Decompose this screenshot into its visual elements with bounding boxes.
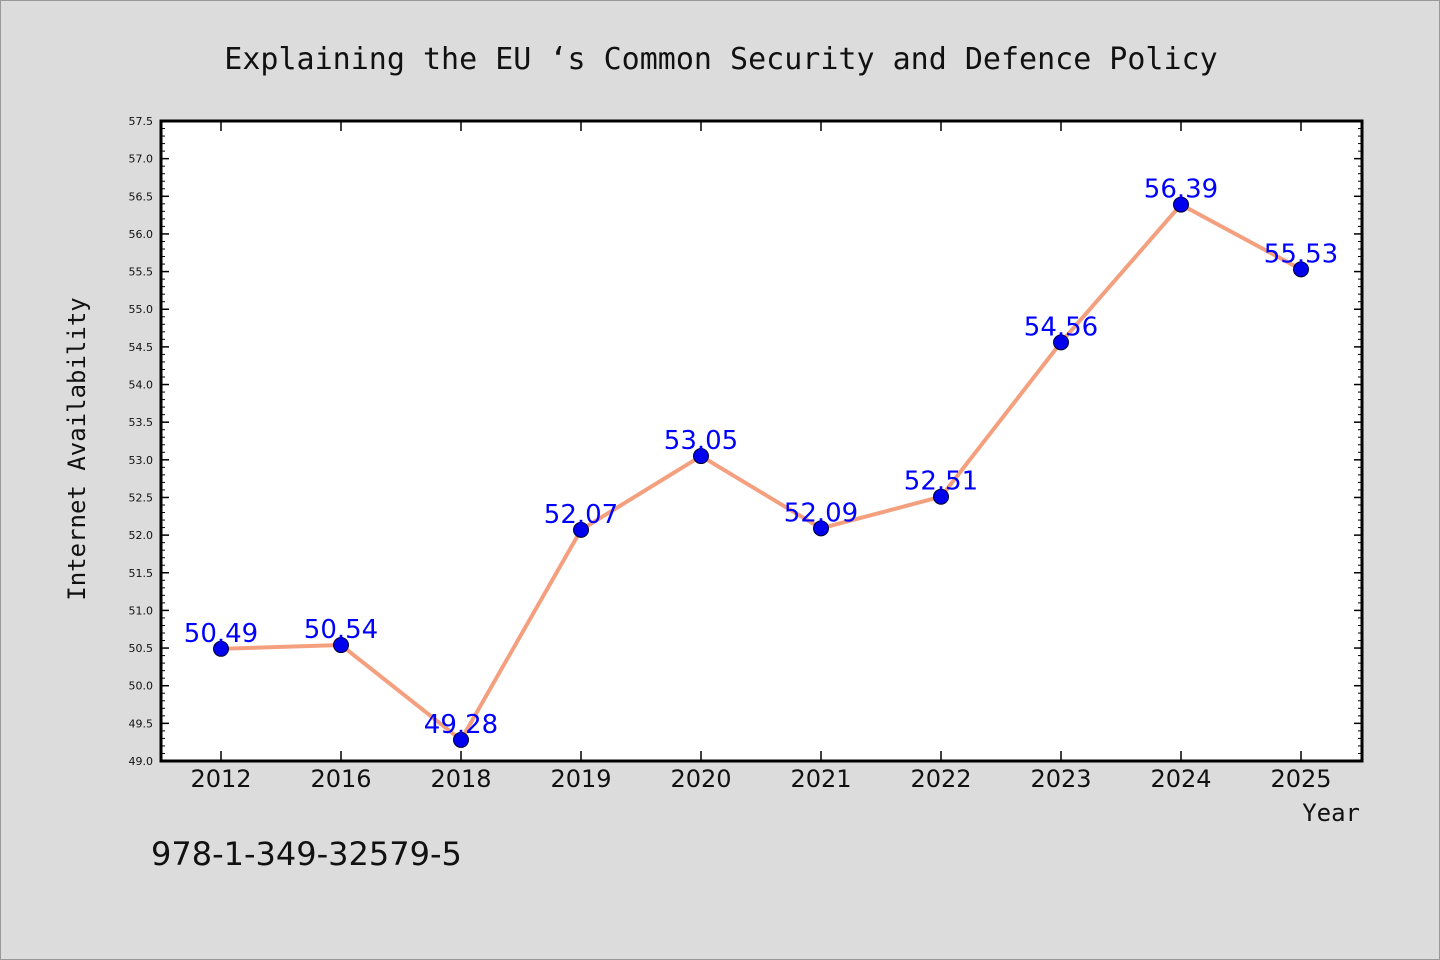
x-tick-label: 2018 [430,765,491,793]
y-tick-label: 54.0 [129,379,154,392]
x-tick-label: 2021 [790,765,851,793]
x-axis-label: Year [1302,799,1360,827]
data-point [1173,196,1189,213]
y-tick-label: 55.0 [129,303,154,316]
y-tick-label: 53.0 [129,454,154,467]
y-tick-label: 56.5 [129,190,154,203]
y-tick-label: 54.5 [129,341,154,354]
data-point [693,448,709,465]
y-tick-label: 56.0 [129,228,154,241]
x-tick-label: 2019 [550,765,611,793]
x-tick-label: 2020 [670,765,731,793]
data-markers [213,196,1309,748]
y-tick-label: 53.5 [129,416,154,429]
y-tick-label: 51.5 [129,567,154,580]
y-tick-label: 55.5 [129,266,154,279]
x-tick-label: 2012 [190,765,251,793]
data-point [573,521,589,538]
series-line [219,202,1303,742]
y-tick-label: 50.5 [129,642,154,655]
data-label: 52.07 [544,500,618,530]
y-tick-label: 49.5 [129,717,154,730]
plot-area [159,119,1364,763]
data-point [453,731,469,748]
data-point [213,640,229,657]
data-label: 55.53 [1264,239,1338,269]
data-label: 52.51 [904,467,978,497]
data-label: 52.09 [784,498,858,528]
isbn-text: 978-1-349-32579-5 [151,835,462,873]
data-label: 49.28 [424,710,498,740]
data-label: 56.39 [1144,175,1218,205]
data-label: 50.54 [304,615,378,645]
data-point [1293,261,1309,278]
y-axis-label: Internet Availability [63,297,91,600]
y-tick-label: 57.5 [129,115,154,128]
y-axis-ticks: 49.0 49.5 50.0 50.5 51.0 51.5 52.0 52.5 53.0 53.5… [129,115,1362,768]
data-label: 53.05 [664,426,738,456]
y-tick-label: 50.0 [129,680,154,693]
y-tick-label: 52.0 [129,529,154,542]
y-tick-label: 49.0 [129,755,154,768]
data-point [333,637,349,654]
data-point [813,520,829,537]
data-point [1053,334,1069,351]
y-tick-label: 52.5 [129,491,154,504]
x-tick-label: 2016 [310,765,371,793]
data-label: 54.56 [1024,312,1098,342]
x-tick-label: 2025 [1270,765,1331,793]
data-labels: 50.49 50.54 49.28 52.07 53.05 52.09 52.51 54.56… [184,175,1338,740]
data-label: 50.49 [184,619,258,649]
data-point [933,488,949,505]
x-axis-ticks: 2012 2016 2018 2019 2020 2021 2022 2023 2024 2025 [190,121,1332,793]
chart-title: Explaining the EU ‘s Common Security and… [224,42,1217,77]
y-tick-label: 51.0 [129,604,154,617]
y-tick-label: 57.0 [129,153,154,166]
x-tick-label: 2024 [1150,765,1211,793]
x-tick-label: 2022 [910,765,971,793]
x-tick-label: 2023 [1030,765,1091,793]
